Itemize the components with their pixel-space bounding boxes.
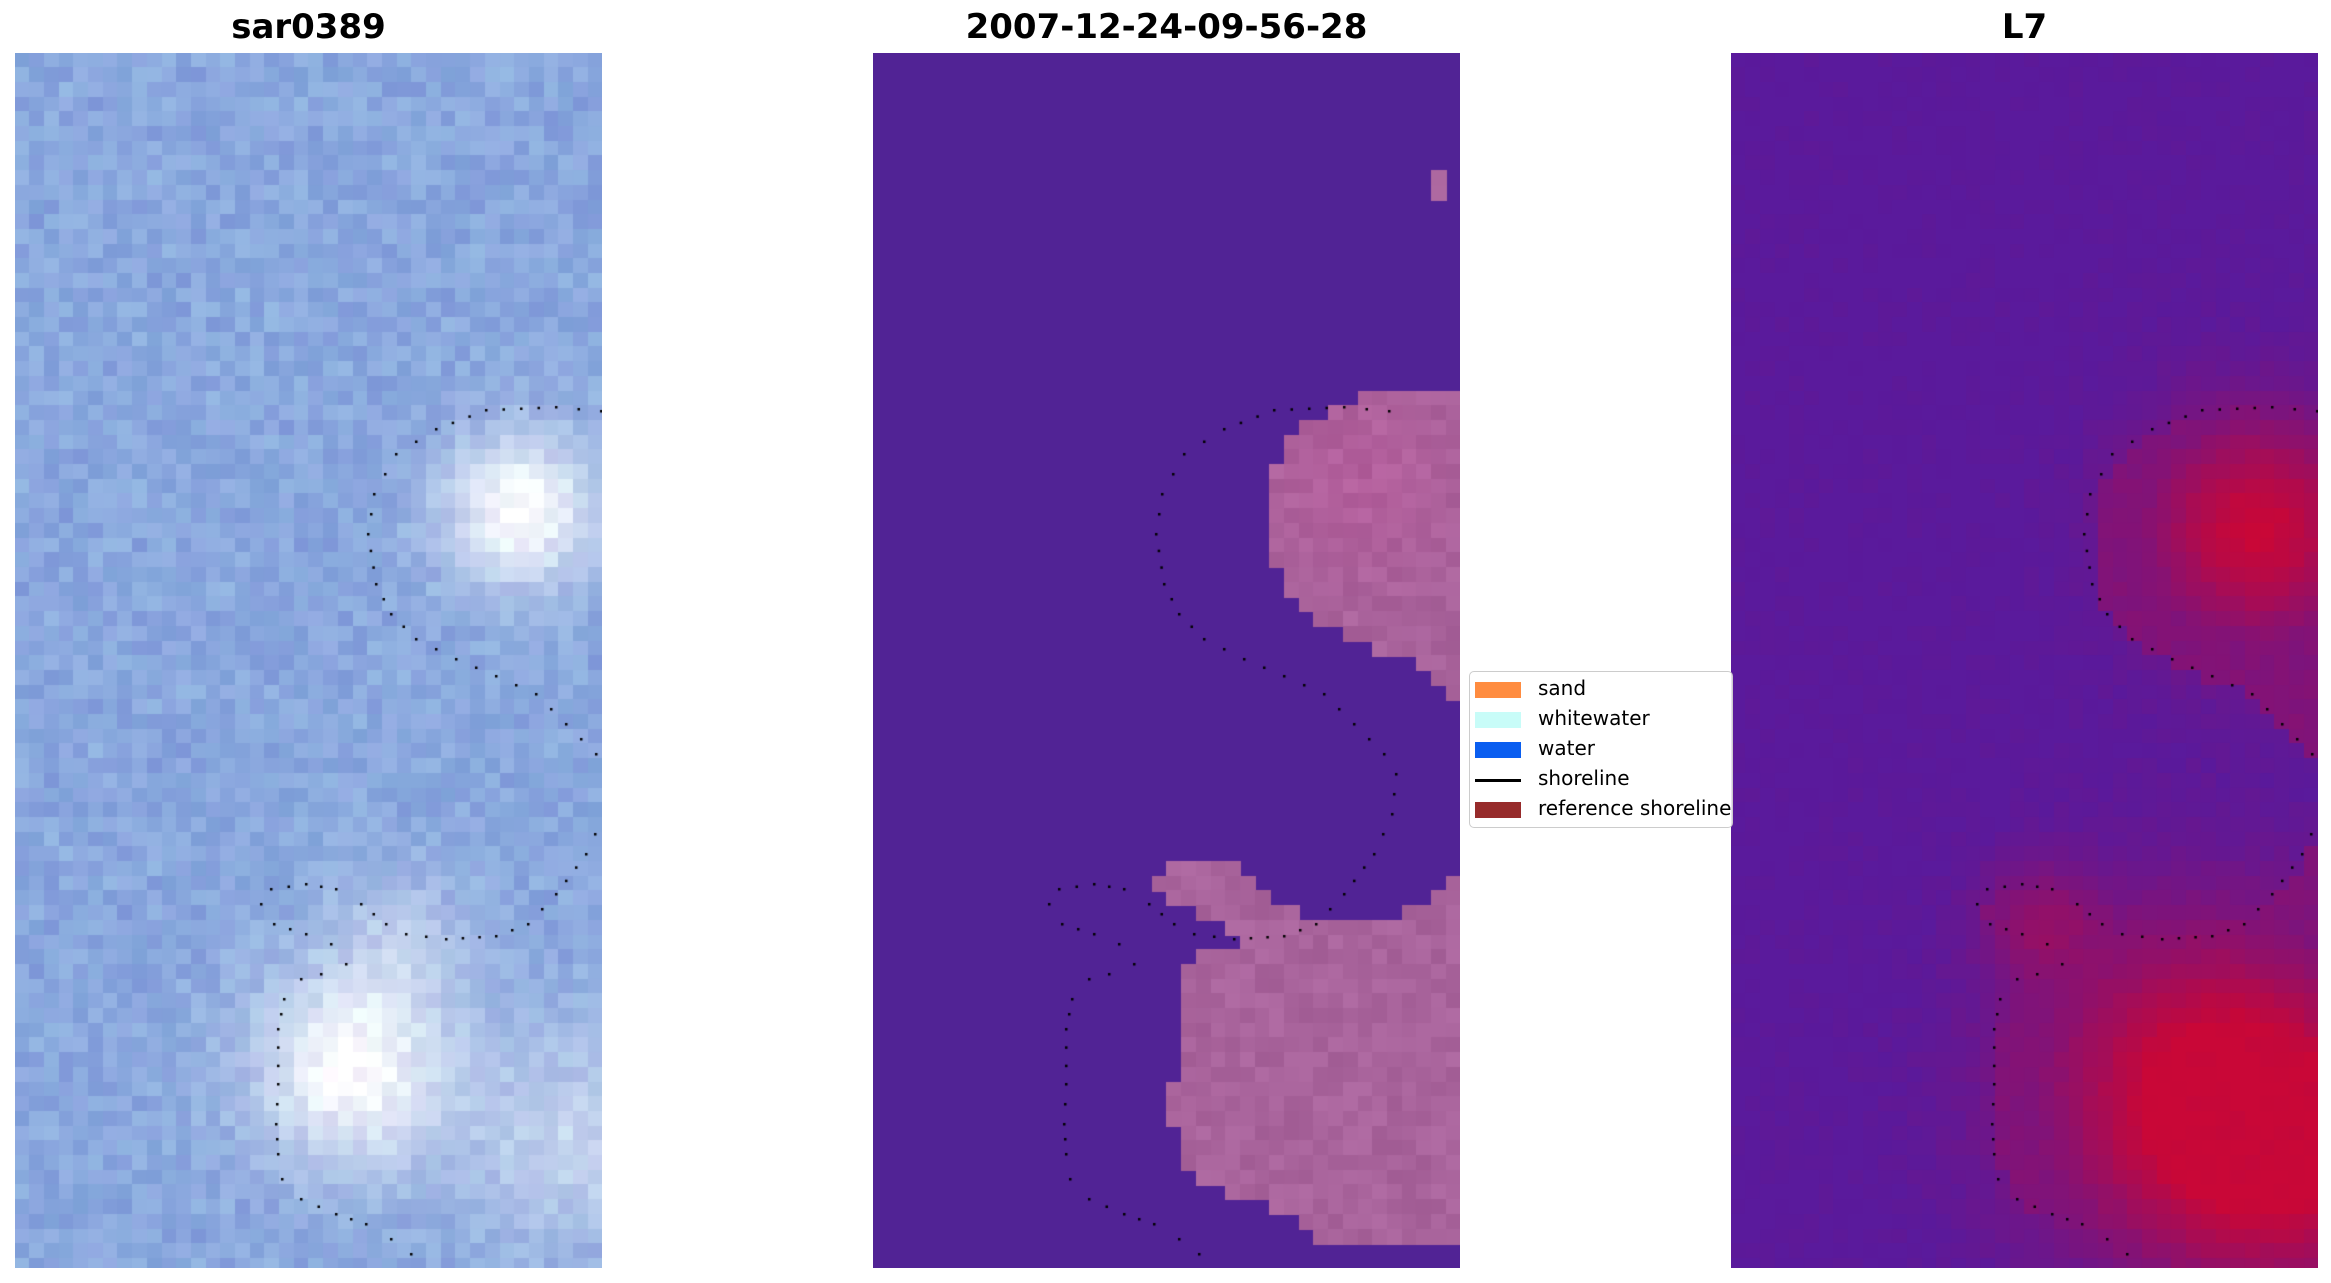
legend-label-shoreline: shoreline: [1538, 766, 1630, 790]
legend-item-reference-shoreline: reference shoreline: [1470, 794, 1732, 824]
legend: sand whitewater water shoreline referenc…: [1469, 671, 1733, 828]
index-image-panel: [1731, 53, 2318, 1268]
legend-label-water: water: [1538, 736, 1595, 760]
panel-title-index: L7: [2001, 7, 2048, 47]
legend-item-shoreline: shoreline: [1470, 764, 1732, 794]
panel-title-rgb: sar0389: [231, 7, 386, 47]
legend-item-water: water: [1470, 734, 1732, 764]
legend-item-sand: sand: [1470, 674, 1732, 704]
sand-swatch: [1475, 682, 1521, 698]
classified-image-panel: [873, 53, 1460, 1268]
classified-image: [873, 53, 1460, 1268]
legend-label-whitewater: whitewater: [1538, 706, 1650, 730]
reference-shoreline-swatch: [1475, 802, 1521, 818]
legend-label-reference-shoreline: reference shoreline: [1538, 796, 1732, 820]
legend-label-sand: sand: [1538, 676, 1587, 700]
rgb-image: [15, 53, 602, 1268]
legend-item-whitewater: whitewater: [1470, 704, 1732, 734]
rgb-image-panel: [15, 53, 602, 1268]
whitewater-swatch: [1475, 712, 1521, 728]
index-image: [1731, 53, 2318, 1268]
water-swatch: [1475, 742, 1521, 758]
shoreline-line-swatch: [1475, 779, 1521, 782]
panel-title-classification: 2007-12-24-09-56-28: [965, 7, 1368, 47]
